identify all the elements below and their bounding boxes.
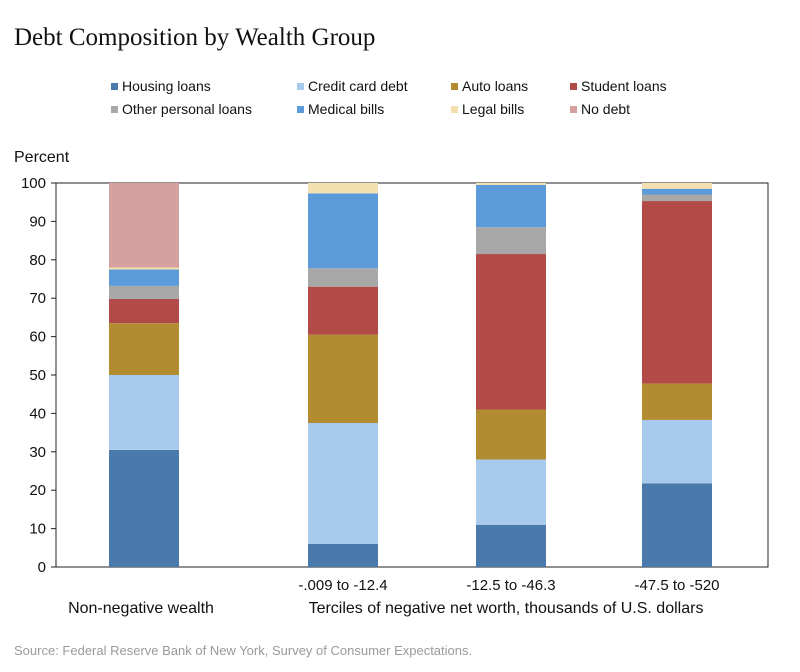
bar-segment-medical-bills — [476, 184, 546, 228]
legend-swatch-auto-loans — [451, 83, 458, 90]
bar-segment-legal-bills — [476, 183, 546, 185]
legend-label-legal-bills: Legal bills — [462, 101, 524, 117]
source-note: Source: Federal Reserve Bank of New York… — [14, 643, 472, 658]
legend-swatch-no-debt — [570, 106, 577, 113]
bar-segment-auto-loans — [109, 323, 179, 375]
legend-swatch-medical-bills — [297, 106, 304, 113]
x-category-label: -47.5 to -520 — [634, 577, 719, 594]
bar-segment-other-personal-loans — [308, 268, 378, 287]
bar-segment-other-personal-loans — [642, 194, 712, 202]
bar-segment-legal-bills — [642, 183, 712, 189]
plot-area: 0 10 20 30 40 50 60 70 80 90 100 — [21, 175, 769, 576]
y-tick-label: 30 — [29, 444, 46, 461]
y-tick-label: 80 — [29, 252, 46, 269]
legend-label-other-personal-loans: Other personal loans — [122, 101, 252, 117]
legend-label-housing-loans: Housing loans — [122, 78, 211, 94]
legend-label-medical-bills: Medical bills — [308, 101, 384, 117]
x-group-label-negative: Terciles of negative net worth, thousand… — [309, 600, 704, 617]
y-tick-label: 60 — [29, 329, 46, 346]
y-axis-ticks: 0 10 20 30 40 50 60 70 80 90 100 — [21, 175, 56, 576]
y-tick-label: 100 — [21, 175, 46, 192]
legend-swatch-legal-bills — [451, 106, 458, 113]
bar-segment-credit-card-debt — [476, 459, 546, 525]
x-group-label-nonnegative: Non-negative wealth — [68, 600, 214, 617]
x-axis-labels: -.009 to -12.4 -12.5 to -46.3 -47.5 to -52… — [68, 577, 719, 617]
legend-label-auto-loans: Auto loans — [462, 78, 528, 94]
legend: Housing loans Credit card debt Auto loans S… — [111, 78, 667, 117]
bar-segment-credit-card-debt — [308, 423, 378, 544]
x-category-label: -12.5 to -46.3 — [466, 577, 555, 594]
bar-segment-other-personal-loans — [476, 227, 546, 255]
bar-segment-other-personal-loans — [109, 285, 179, 299]
bar-segment-housing-loans — [109, 449, 179, 567]
bar-segment-legal-bills — [109, 267, 179, 270]
legend-swatch-credit-card-debt — [297, 83, 304, 90]
bar-segment-no-debt — [109, 183, 179, 268]
bar-segment-housing-loans — [476, 524, 546, 567]
bars — [109, 183, 712, 567]
y-tick-label: 50 — [29, 367, 46, 384]
bar-segment-credit-card-debt — [642, 419, 712, 484]
y-tick-label: 10 — [29, 521, 46, 538]
bar-segment-auto-loans — [308, 334, 378, 423]
chart-title: Debt Composition by Wealth Group — [14, 24, 376, 51]
legend-label-credit-card-debt: Credit card debt — [308, 78, 408, 94]
y-axis-label: Percent — [14, 149, 70, 166]
bar-segment-legal-bills — [308, 183, 378, 194]
y-tick-label: 90 — [29, 213, 46, 230]
x-category-label: -.009 to -12.4 — [298, 577, 387, 594]
legend-label-no-debt: No debt — [581, 101, 630, 117]
bar-segment-housing-loans — [642, 483, 712, 567]
bar-segment-student-loans — [308, 286, 378, 335]
bar-segment-credit-card-debt — [109, 375, 179, 450]
legend-swatch-housing-loans — [111, 83, 118, 90]
bar-segment-auto-loans — [476, 409, 546, 460]
legend-swatch-other-personal-loans — [111, 106, 118, 113]
legend-swatch-student-loans — [570, 83, 577, 90]
bar-segment-medical-bills — [308, 193, 378, 269]
bar-segment-student-loans — [476, 254, 546, 410]
y-tick-label: 0 — [38, 559, 46, 576]
legend-label-student-loans: Student loans — [581, 78, 667, 94]
y-tick-label: 20 — [29, 482, 46, 499]
y-tick-label: 70 — [29, 290, 46, 307]
bar-segment-medical-bills — [642, 188, 712, 195]
bar-segment-medical-bills — [109, 269, 179, 286]
bar-segment-auto-loans — [642, 383, 712, 420]
y-tick-label: 40 — [29, 405, 46, 422]
bar-segment-student-loans — [109, 298, 179, 324]
bar-segment-student-loans — [642, 201, 712, 384]
bar-segment-housing-loans — [308, 543, 378, 567]
